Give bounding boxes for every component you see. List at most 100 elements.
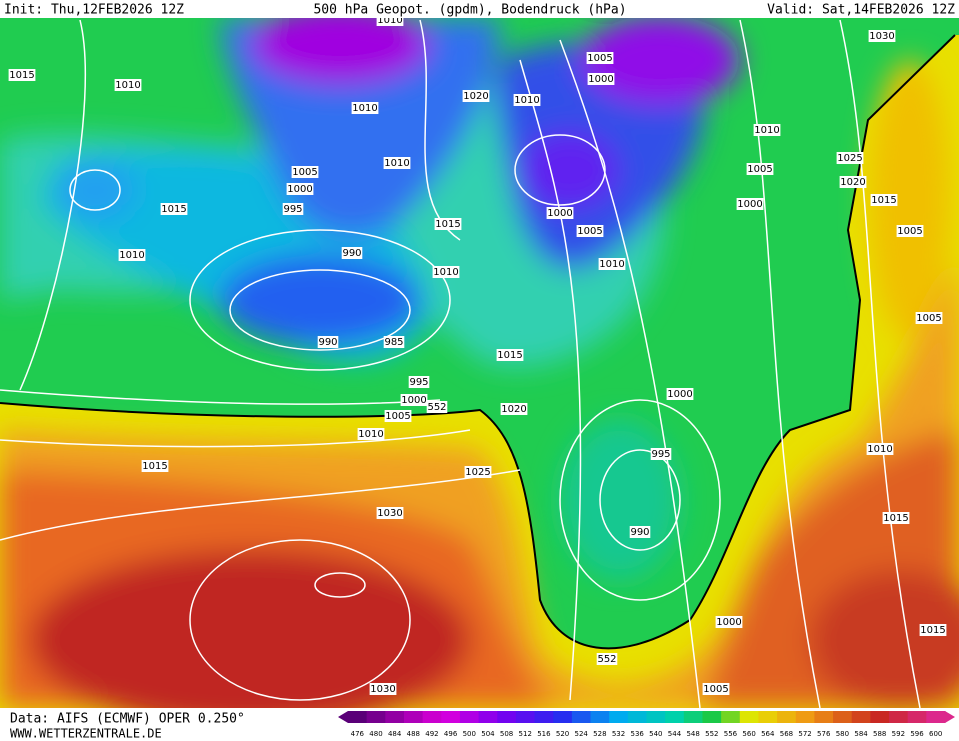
colorbar-swatch <box>609 711 629 723</box>
colorbar-label: 504 <box>481 730 495 738</box>
colorbar-swatch <box>889 711 909 723</box>
colorbar-swatch <box>777 711 797 723</box>
isobar-label-box <box>282 203 304 215</box>
isobar-label: 552 <box>427 402 446 413</box>
colorbar-swatch <box>459 711 480 723</box>
colorbar-swatch <box>385 711 405 723</box>
colorbar-swatch <box>590 711 610 723</box>
colorbar-label: 572 <box>798 730 811 738</box>
isobar-label: 1010 <box>119 250 144 261</box>
isobar-label: 1000 <box>667 389 692 400</box>
colorbar-label: 480 <box>369 730 382 738</box>
isobar-label: 1005 <box>703 684 728 695</box>
isobar-label-box <box>317 336 339 348</box>
isobar-label-box <box>882 512 910 524</box>
colorbar-swatch <box>627 711 647 723</box>
colorbar-swatch <box>571 711 592 723</box>
isobar-label: 1005 <box>897 226 922 237</box>
isobar-label: 1020 <box>501 404 526 415</box>
colorbar-label: 488 <box>407 730 420 738</box>
colorbar-arrow-right <box>945 711 955 723</box>
isobar-label-box <box>896 225 924 237</box>
colorbar-label: 548 <box>686 730 699 738</box>
isobar-label: 1010 <box>377 15 402 26</box>
data-source: Data: AIFS (ECMWF) OPER 0.250° <box>10 712 245 727</box>
isobar-label-box <box>746 163 774 175</box>
isobar-label: 1010 <box>867 444 892 455</box>
colorbar-swatch <box>422 711 442 723</box>
isobar-label-box <box>587 73 615 85</box>
colorbar-swatch <box>366 711 386 723</box>
colorbar-label: 560 <box>742 730 755 738</box>
colorbar-label: 508 <box>500 730 513 738</box>
isobar-label: 995 <box>409 377 428 388</box>
isobar-label-box <box>866 443 894 455</box>
isobar-label-box <box>702 683 730 695</box>
isobar-label-box <box>434 218 462 230</box>
isobar-label: 1000 <box>588 74 613 85</box>
isobar-label-box <box>400 394 428 406</box>
colorbar-swatch <box>702 711 722 723</box>
isobar-label-box <box>384 410 412 422</box>
isobar-label: 1005 <box>747 164 772 175</box>
colorbar-swatch <box>665 711 685 723</box>
isobar-label-box <box>291 166 319 178</box>
isobar-label: 1005 <box>577 226 602 237</box>
isobar-label: 1030 <box>377 508 402 519</box>
isobar-label: 1010 <box>754 125 779 136</box>
colorbar-label: 592 <box>892 730 905 738</box>
isobar-label-box <box>586 52 614 64</box>
colorbar-label: 484 <box>388 730 402 738</box>
isobar-label: 1005 <box>587 53 612 64</box>
colorbar-swatch <box>534 711 554 723</box>
isobar-label: 1015 <box>920 625 945 636</box>
isobar-label-box <box>341 247 363 259</box>
isobar-label: 1000 <box>287 184 312 195</box>
isobar-label: 990 <box>318 337 337 348</box>
isobar-label-box <box>383 157 411 169</box>
isobar-label: 990 <box>342 248 361 259</box>
isobar-label: 1030 <box>869 31 894 42</box>
isobar-label-box <box>546 207 574 219</box>
isobar-label-box <box>357 428 385 440</box>
isobar-label: 995 <box>651 449 670 460</box>
isobar-label-box <box>160 203 188 215</box>
isobar-label-box <box>868 30 896 42</box>
valid-time: Valid: Sat,14FEB2026 12Z <box>767 3 955 18</box>
map-title: 500 hPa Geopot. (gpdm), Bodendruck (hPa) <box>313 3 626 18</box>
isobar-label-box <box>369 683 397 695</box>
colorbar-swatch <box>833 711 853 723</box>
colorbar-label: 516 <box>537 730 551 738</box>
colorbar-label: 580 <box>836 730 849 738</box>
isobar-label-box <box>839 176 867 188</box>
isobar-label-box <box>286 183 314 195</box>
isobar-label-box <box>870 194 898 206</box>
colorbar-label: 476 <box>351 730 365 738</box>
isobar-label-box <box>462 90 490 102</box>
isobar-label: 1010 <box>352 103 377 114</box>
colorbar-label: 552 <box>705 730 718 738</box>
isobar-label-box <box>464 466 492 478</box>
isobar-label: 990 <box>630 527 649 538</box>
colorbar-swatch <box>795 711 815 723</box>
isobars <box>0 19 921 709</box>
colorbar-arrow-left <box>338 711 348 723</box>
colorbar-swatch <box>683 711 703 723</box>
colorbar-swatch <box>721 711 741 723</box>
colorbar-label: 532 <box>612 730 625 738</box>
isobar-label: 1000 <box>401 395 426 406</box>
isobar-label: 1005 <box>916 313 941 324</box>
isobar-label-box <box>650 448 672 460</box>
isobar-label: 552 <box>597 654 616 665</box>
isobar-label: 1015 <box>142 461 167 472</box>
isobar-label-box <box>715 616 743 628</box>
isobar-label-box <box>753 124 781 136</box>
colorbar-label: 600 <box>929 730 942 738</box>
colorbar-swatch <box>348 711 368 723</box>
isobar-label-box <box>376 507 404 519</box>
colorbar-swatch <box>553 711 573 723</box>
colorbar-swatch <box>403 711 424 723</box>
colorbar-swatch <box>646 711 666 723</box>
colorbar-swatch <box>814 711 834 723</box>
